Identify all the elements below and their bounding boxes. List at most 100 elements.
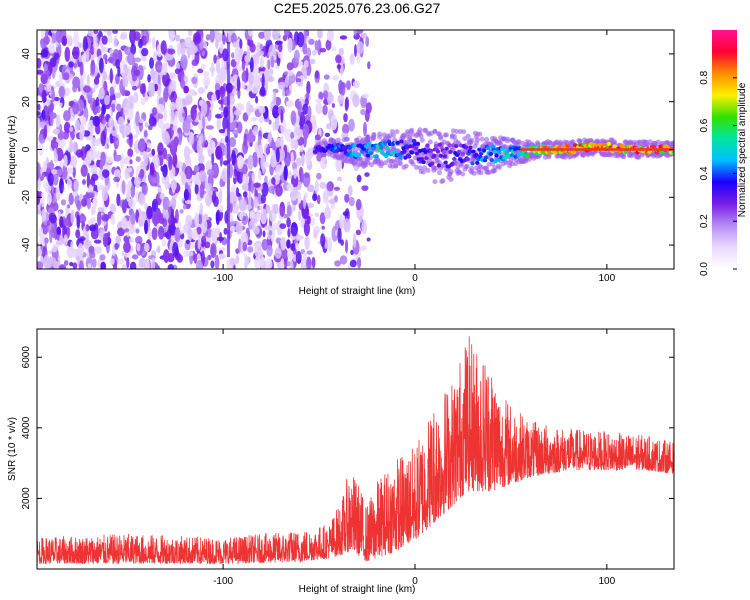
noise-blob xyxy=(149,113,154,120)
track-core xyxy=(437,142,443,147)
noise-blob xyxy=(86,172,91,189)
noise-blob xyxy=(176,62,181,70)
snr-ylabel: SNR (10 * v/v) xyxy=(7,417,18,481)
noise-blob xyxy=(323,74,330,80)
noise-blob xyxy=(172,125,178,132)
track-halo xyxy=(403,163,409,169)
noise-blob xyxy=(192,91,198,96)
noise-blob xyxy=(366,237,371,242)
track-core xyxy=(477,147,482,152)
noise-blob xyxy=(314,179,319,195)
noise-blob xyxy=(331,225,338,242)
noise-blob xyxy=(69,137,73,154)
noise-blob xyxy=(93,239,102,244)
noise-blob xyxy=(190,242,195,250)
noise-blob xyxy=(38,226,44,238)
noise-blob xyxy=(67,204,71,209)
noise-blob xyxy=(214,82,221,93)
noise-blob xyxy=(102,233,109,248)
track-core xyxy=(490,144,495,149)
track-halo xyxy=(440,178,446,184)
noise-blob xyxy=(268,230,273,236)
noise-blob xyxy=(37,261,44,269)
noise-blob xyxy=(185,43,191,48)
noise-blob xyxy=(150,68,155,80)
noise-blob xyxy=(306,250,313,255)
track-core xyxy=(465,157,470,162)
noise-blob xyxy=(319,212,326,225)
noise-blob xyxy=(68,192,74,206)
noise-blob xyxy=(205,125,214,130)
noise-blob xyxy=(282,88,285,98)
track-halo xyxy=(425,167,431,173)
noise-blob xyxy=(275,147,280,163)
noise-blob xyxy=(73,62,77,69)
noise-blob xyxy=(261,182,269,197)
noise-blob xyxy=(278,81,286,90)
noise-blob xyxy=(144,258,150,269)
noise-blob xyxy=(121,216,128,230)
noise-blob xyxy=(154,207,162,224)
noise-blob xyxy=(261,238,269,251)
noise-blob xyxy=(182,58,187,71)
noise-blob xyxy=(338,47,344,56)
noise-blob xyxy=(41,208,47,222)
noise-blob xyxy=(223,227,228,235)
noise-blob xyxy=(231,150,236,166)
track-core xyxy=(485,146,491,151)
noise-blob xyxy=(232,129,239,135)
noise-blob xyxy=(148,116,157,127)
noise-blob xyxy=(133,134,138,139)
noise-blob xyxy=(209,139,215,154)
noise-blob xyxy=(179,209,184,214)
noise-blob xyxy=(72,166,76,178)
noise-blob xyxy=(56,169,63,177)
noise-blob xyxy=(324,132,331,137)
track-halo xyxy=(536,141,541,147)
noise-blob xyxy=(254,243,262,258)
track-core xyxy=(432,153,437,158)
noise-blob xyxy=(312,49,317,56)
noise-blob xyxy=(283,71,289,76)
noise-blob xyxy=(222,32,226,45)
track-core xyxy=(492,150,497,154)
noise-blob xyxy=(185,239,190,245)
noise-blob xyxy=(242,81,246,90)
noise-blob xyxy=(196,139,201,155)
noise-blob xyxy=(354,44,357,57)
noise-blob xyxy=(68,61,75,68)
noise-blob xyxy=(187,30,193,37)
noise-blob xyxy=(120,153,125,169)
noise-blob xyxy=(298,210,301,221)
noise-blob xyxy=(325,39,332,51)
noise-blob xyxy=(280,119,287,135)
noise-blob xyxy=(98,87,105,100)
noise-blob xyxy=(107,34,113,44)
noise-blob xyxy=(219,86,226,98)
noise-blob xyxy=(260,208,268,225)
track-core xyxy=(497,149,502,154)
track-halo xyxy=(402,133,408,139)
noise-blob xyxy=(100,130,107,147)
noise-blob xyxy=(264,225,272,231)
noise-streak xyxy=(226,41,230,258)
track-core xyxy=(565,144,570,148)
noise-blob xyxy=(199,183,205,199)
noise-blob xyxy=(123,241,131,253)
noise-blob xyxy=(274,116,280,131)
noise-blob xyxy=(265,204,271,213)
noise-blob xyxy=(284,30,290,38)
spectrogram-panel: -100 0 100 -40 -20 0 20 40 Height of straight l… xyxy=(7,29,675,297)
noise-blob xyxy=(265,258,273,269)
noise-blob xyxy=(170,30,174,39)
noise-blob xyxy=(170,110,176,123)
noise-blob xyxy=(46,162,55,169)
noise-blob xyxy=(314,40,319,51)
noise-blob xyxy=(262,230,266,238)
track-halo xyxy=(394,129,400,135)
noise-blob xyxy=(169,72,176,80)
noise-blob xyxy=(82,116,87,127)
noise-blob xyxy=(144,122,149,128)
noise-blob xyxy=(174,110,179,119)
spec-xtick-label: 100 xyxy=(599,273,616,284)
